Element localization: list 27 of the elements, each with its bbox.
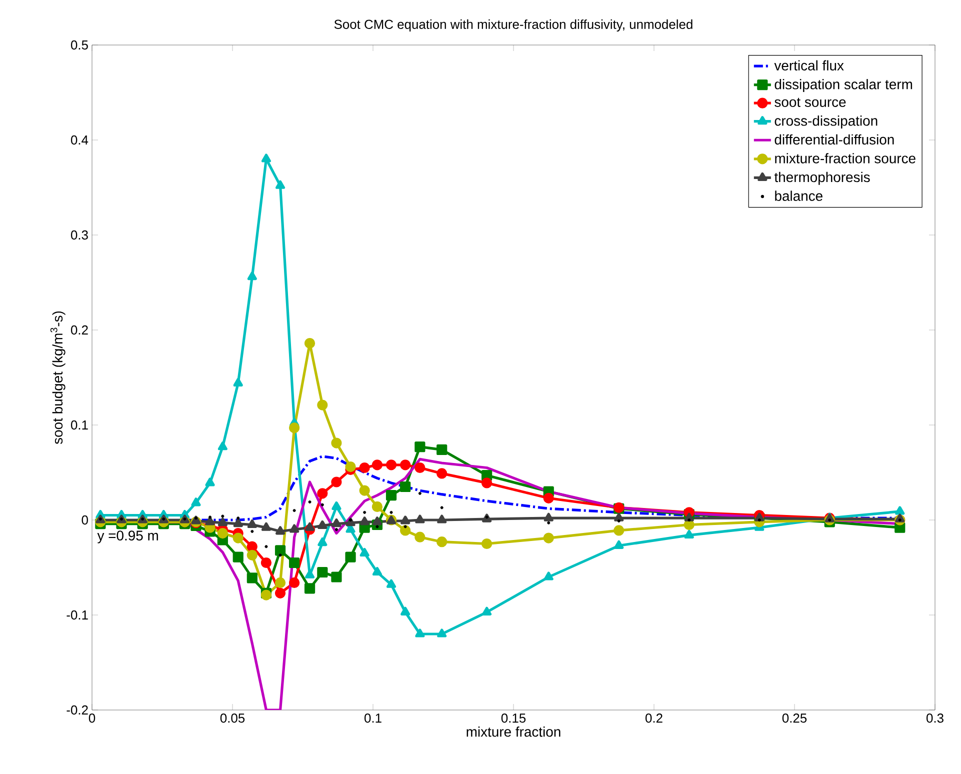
x-tick-label: 0.15: [501, 714, 526, 723]
y-tick-label: -0.1: [66, 610, 88, 620]
y-tick-label: 0.1: [70, 420, 88, 430]
legend-label: differential-diffusion: [774, 134, 894, 145]
x-tick-label: 0.25: [782, 714, 807, 723]
y-axis-title: soot budget (kg/m$^{3}$-s): [50, 311, 66, 444]
x-tick-label: 0.3: [926, 714, 944, 723]
legend-label: cross-dissipation: [774, 116, 878, 129]
legend-label: dissipation scalar term: [774, 79, 912, 92]
y-tick-label: 0.3: [70, 230, 88, 240]
y-tick-label: 0.4: [70, 135, 88, 145]
legend-label: mixture-fraction source: [775, 153, 916, 164]
y-tick-label: 0.5: [70, 40, 88, 50]
chart-title: Soot CMC equation with mixture-fraction diffusivity, unmodeled: [334, 19, 692, 32]
y-tick-label: 0.2: [70, 325, 88, 335]
annotation: y =0.95 m: [97, 530, 158, 544]
x-tick-label: 0.2: [646, 714, 662, 723]
x-tick-label: 0.05: [220, 714, 245, 723]
x-tick-label: 0: [88, 714, 96, 723]
y-tick-label: 0: [82, 515, 88, 525]
legend-label: soot source: [774, 98, 846, 107]
legend-label: vertical flux: [774, 60, 844, 71]
x-tick-label: 0.1: [364, 714, 382, 723]
x-axis-title: mixture fraction: [466, 726, 560, 737]
y-tick-label: -0.2: [66, 705, 88, 715]
legend-label: thermophoresis: [774, 172, 870, 185]
legend-label: balance: [775, 190, 822, 201]
